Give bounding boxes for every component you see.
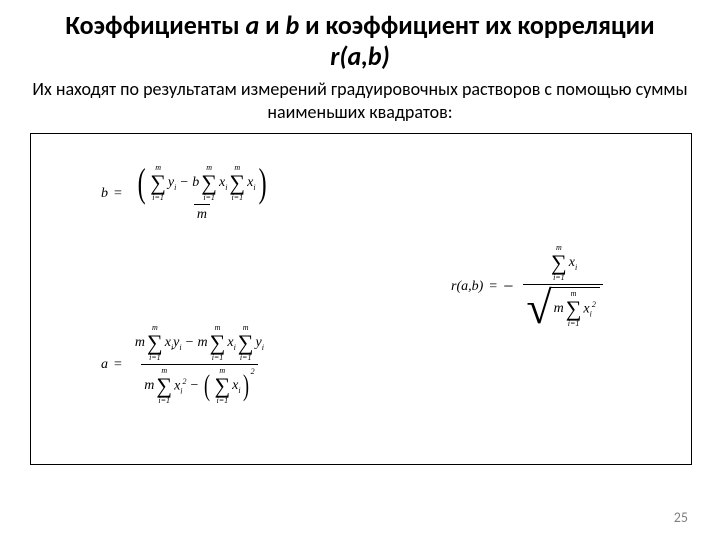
a-fraction: m m∑i=1 xiyi − m m∑i=1 xi m∑i=1 yi m m∑i… [132,324,267,405]
sum-x1: m ∑ i=1 [201,164,217,202]
equation-b: b = ( m ∑ i=1 yi − b m ∑ i=1 [101,164,276,223]
b-denominator: m [194,204,210,223]
title-a: a [245,9,259,41]
sum-y: m ∑ i=1 [150,164,166,202]
sqrt: √ m m∑i=1 xi2 [526,287,600,328]
title-text-2: и коэффициент их корреляции [299,9,654,41]
formula-container: b = ( m ∑ i=1 yi − b m ∑ i=1 [30,133,692,465]
a-lhs: a [101,357,108,373]
r-lhs: r(a,b) [451,279,483,295]
title-rab: r(a,b) [330,40,390,72]
eq-sign-r: = [489,279,497,295]
equation-a: a = m m∑i=1 xiyi − m m∑i=1 xi m∑i=1 yi m… [101,324,271,405]
eq-sign-b: = [114,186,122,202]
sum-x2: m ∑ i=1 [229,164,245,202]
slide-title: Коэффициенты a и b и коэффициент их корр… [30,10,690,72]
title-and-1: и [259,9,285,41]
b-lhs: b [101,186,108,202]
r-leading-minus: − [503,276,513,297]
slide-subtitle: Их находят по результатам измерений град… [30,78,690,123]
title-b: b [285,9,299,41]
page-number: 25 [674,509,688,526]
r-fraction: m∑i=1 xi √ m m∑i=1 xi2 [523,244,603,328]
equation-r: r(a,b) = − m∑i=1 xi √ m m∑i=1 xi2 [451,244,607,328]
b-fraction: ( m ∑ i=1 yi − b m ∑ i=1 xi [132,164,272,223]
eq-sign-a: = [114,357,122,373]
title-text-1: Коэффициенты [65,9,245,41]
